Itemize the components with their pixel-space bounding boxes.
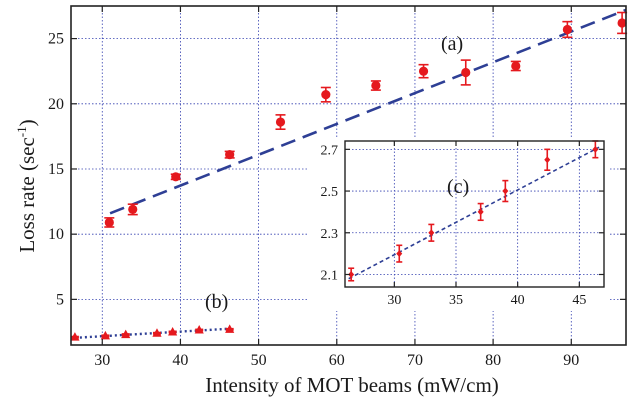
data-point-c: [428, 229, 435, 237]
inset-plot-frame: [344, 140, 605, 288]
fit-line-c: [348, 146, 600, 280]
x-tick-label: 60: [329, 352, 345, 369]
data-point-b: [152, 328, 162, 337]
data-point-b: [225, 324, 235, 333]
y-axis-label-unit: -1: [14, 126, 29, 137]
y-tick-label: 20: [48, 96, 64, 113]
data-point-c: [348, 270, 355, 278]
x-tick-label: 30: [387, 293, 401, 308]
data-point-a: [171, 172, 181, 182]
inset-fit-line: [348, 146, 600, 280]
y-axis-label: Loss rate (sec-1): [14, 119, 39, 252]
y-tick-label: 2.7: [321, 143, 339, 158]
inset-background: [307, 137, 610, 311]
main-ticks: 30 40 50 60 70 80 90 5 10 15 20 25: [48, 6, 626, 369]
panel-label-b: (b): [205, 291, 228, 313]
y-tick-label: 5: [56, 291, 64, 308]
y-tick-label: 15: [48, 161, 64, 178]
x-tick-label: 35: [449, 293, 463, 308]
data-point-c: [477, 208, 484, 216]
data-point-a: [511, 61, 521, 71]
inset-chart: 30 35 40 45 2.1 2.3 2.5 2.7: [307, 137, 610, 311]
inset-ticks: 30 35 40 45 2.1 2.3 2.5 2.7: [321, 141, 604, 308]
x-tick-label: 80: [485, 352, 501, 369]
data-point-c: [544, 156, 551, 164]
y-tick-label: 25: [48, 31, 64, 48]
data-point-a: [128, 204, 138, 214]
fit-line-b: [74, 327, 230, 340]
data-point-a: [562, 24, 572, 35]
y-tick-label: 10: [48, 226, 64, 243]
x-tick-label: 90: [563, 352, 579, 369]
data-point-a: [225, 150, 235, 160]
data-point-c: [502, 187, 509, 195]
data-point-a: [418, 66, 429, 76]
x-tick-label: 70: [407, 352, 423, 369]
data-point-c: [396, 250, 403, 258]
data-point-a: [321, 90, 331, 100]
x-tick-label: 30: [94, 352, 110, 369]
y-tick-label: 2.3: [321, 227, 339, 242]
data-point-a: [275, 117, 286, 127]
x-tick-label: 45: [572, 293, 586, 308]
inset-data-points: [348, 140, 599, 282]
panel-label-c: (c): [447, 176, 469, 198]
data-point-a: [461, 67, 471, 78]
x-tick-label: 40: [511, 293, 525, 308]
data-point-a: [371, 80, 381, 91]
fit-line-a: [109, 8, 627, 215]
panel-label-a: (a): [441, 33, 463, 55]
data-point-a: [617, 18, 627, 28]
data-point-b: [70, 332, 80, 341]
x-tick-label: 50: [251, 352, 267, 369]
data-point-b: [194, 325, 204, 334]
main-plot-frame: [70, 5, 627, 346]
data-point-b: [121, 329, 131, 339]
data-point-c: [592, 145, 599, 153]
main-fit-lines: [74, 8, 627, 340]
main-data-points: [70, 11, 628, 341]
data-point-b: [100, 330, 110, 340]
y-tick-label: 2.1: [321, 268, 339, 283]
inset-grid: [345, 141, 604, 287]
x-tick-label: 40: [172, 352, 188, 369]
y-axis-label-main: Loss rate (sec: [15, 137, 39, 252]
y-tick-label: 2.5: [321, 185, 339, 200]
data-point-b: [168, 326, 178, 336]
y-axis-label-close: ): [15, 119, 39, 126]
x-axis-label: Intensity of MOT beams (mW/cm): [205, 373, 499, 397]
data-point-a: [104, 217, 114, 228]
